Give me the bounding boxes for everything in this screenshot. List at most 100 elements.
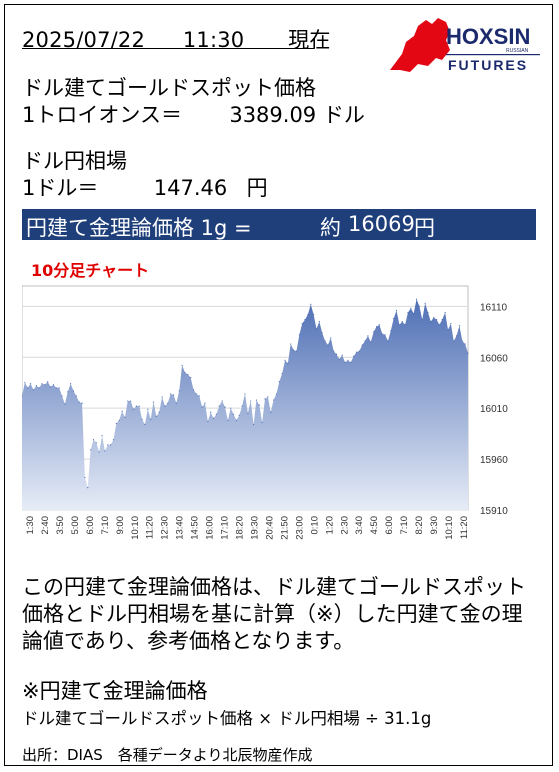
data-point bbox=[324, 340, 326, 342]
data-point bbox=[413, 312, 415, 315]
gold-row: 1トロイオンス＝ 3389.09 ドル bbox=[22, 99, 365, 129]
data-point bbox=[141, 418, 143, 420]
x-tick-label: 2:40 bbox=[40, 516, 51, 535]
data-point bbox=[304, 319, 306, 321]
x-tick-label: 13:40 bbox=[175, 516, 186, 540]
data-point bbox=[167, 402, 169, 404]
x-tick-label: 6:00 bbox=[384, 516, 395, 535]
data-point bbox=[170, 393, 172, 395]
data-point bbox=[132, 408, 135, 410]
data-point bbox=[261, 421, 263, 424]
x-tick-label: 4:50 bbox=[369, 516, 380, 535]
data-point bbox=[61, 395, 63, 397]
data-point bbox=[418, 305, 420, 307]
data-point bbox=[87, 487, 89, 489]
x-tick-label: 6:00 bbox=[85, 516, 96, 535]
data-point bbox=[444, 311, 446, 314]
x-tick-label: 17:10 bbox=[220, 516, 231, 540]
hoxsin-logo: HOXSIN RUSSIAN FUTURES bbox=[388, 14, 542, 74]
data-point bbox=[355, 351, 358, 353]
data-point bbox=[433, 316, 435, 319]
data-point bbox=[215, 413, 218, 415]
data-point bbox=[353, 355, 355, 357]
data-point bbox=[78, 401, 80, 403]
x-tick-label: 20:40 bbox=[264, 516, 275, 540]
data-point bbox=[32, 389, 35, 391]
logo-name: HOXSIN bbox=[446, 24, 530, 49]
gold-value: 3389.09 bbox=[229, 103, 317, 127]
data-point bbox=[175, 402, 177, 404]
data-point bbox=[55, 387, 57, 389]
data-point bbox=[224, 406, 226, 408]
data-point bbox=[390, 330, 392, 332]
data-point bbox=[455, 335, 458, 337]
data-point bbox=[258, 404, 260, 406]
x-tick-label: 8:20 bbox=[414, 516, 425, 535]
data-point bbox=[361, 344, 363, 346]
x-tick-label: 12:30 bbox=[160, 516, 171, 540]
gold-unit: ドル bbox=[322, 103, 365, 127]
data-point bbox=[247, 412, 249, 414]
data-point bbox=[453, 340, 455, 342]
x-tick-label: 3:40 bbox=[354, 516, 365, 535]
data-point bbox=[264, 398, 266, 400]
data-point bbox=[281, 372, 283, 375]
data-point bbox=[313, 313, 315, 316]
data-point bbox=[435, 319, 438, 321]
data-point bbox=[321, 332, 323, 334]
data-point bbox=[52, 384, 55, 386]
data-point bbox=[204, 402, 206, 404]
data-point bbox=[161, 396, 163, 398]
data-point bbox=[124, 416, 126, 418]
gold-unit-label: 1トロイオンス＝ bbox=[22, 103, 182, 127]
data-point bbox=[387, 340, 389, 342]
x-tick-label: 10:10 bbox=[130, 516, 141, 540]
data-point bbox=[35, 385, 37, 387]
x-tick-label: 9:00 bbox=[115, 516, 126, 535]
data-point bbox=[115, 422, 117, 425]
data-point bbox=[75, 395, 77, 397]
data-point bbox=[150, 418, 152, 420]
data-point bbox=[207, 420, 209, 423]
data-point bbox=[244, 393, 246, 395]
data-point bbox=[27, 387, 29, 389]
data-point bbox=[92, 439, 95, 441]
x-tick-label: 0:10 bbox=[309, 516, 320, 535]
data-point bbox=[227, 419, 229, 421]
data-point bbox=[364, 340, 366, 342]
data-point bbox=[232, 413, 235, 415]
data-point bbox=[398, 324, 400, 326]
data-point bbox=[38, 387, 40, 389]
data-point bbox=[41, 383, 43, 385]
data-point bbox=[367, 335, 369, 337]
x-tick-label: 19:30 bbox=[250, 516, 261, 540]
data-point bbox=[192, 389, 195, 391]
banner-label: 円建て金理論価格 1g = bbox=[26, 216, 252, 240]
theoretical-price-banner: 円建て金理論価格 1g = 約 16069 円 bbox=[22, 209, 536, 240]
data-point bbox=[295, 350, 298, 352]
x-tick-label: 16:00 bbox=[205, 516, 216, 540]
data-point bbox=[101, 435, 103, 437]
data-point bbox=[278, 381, 280, 383]
y-tick-label: 16060 bbox=[480, 353, 508, 364]
data-point bbox=[107, 444, 109, 446]
data-point bbox=[135, 405, 137, 407]
data-point bbox=[44, 384, 46, 386]
data-point bbox=[310, 303, 312, 305]
data-point bbox=[178, 390, 180, 392]
y-tick-label: 15910 bbox=[480, 506, 508, 517]
data-point bbox=[195, 393, 197, 395]
banner-value: 16069 bbox=[348, 212, 415, 236]
data-point bbox=[155, 415, 157, 417]
data-point bbox=[330, 337, 332, 339]
x-tick-label: 3:50 bbox=[55, 516, 66, 535]
data-point bbox=[338, 358, 340, 360]
data-point bbox=[415, 298, 418, 300]
note-title: ※円建て金理論価格 bbox=[22, 679, 208, 703]
data-point bbox=[255, 399, 258, 401]
data-point bbox=[275, 393, 278, 395]
data-point bbox=[184, 371, 186, 374]
data-point bbox=[272, 399, 275, 401]
data-point bbox=[464, 343, 466, 345]
data-point bbox=[127, 400, 129, 402]
